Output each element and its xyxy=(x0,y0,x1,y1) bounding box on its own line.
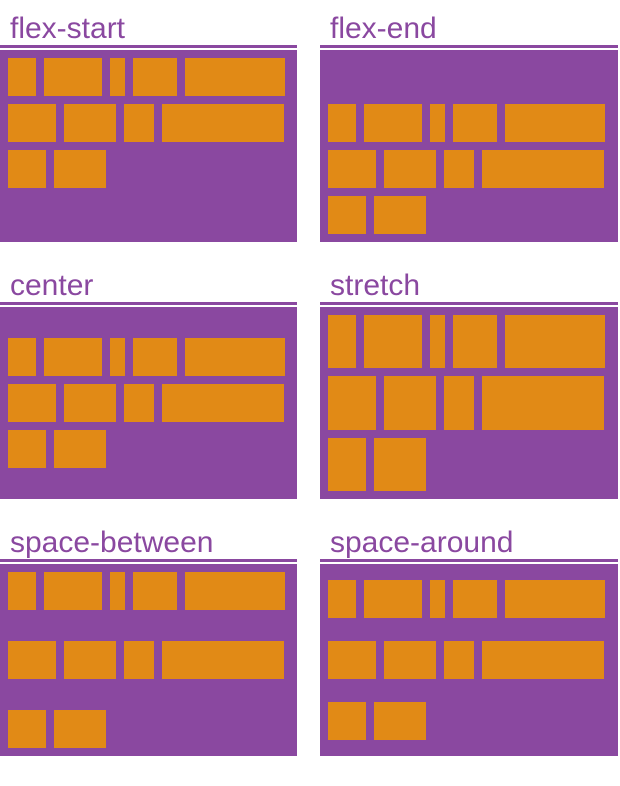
flex-container-flex-start xyxy=(0,50,297,242)
flex-item xyxy=(44,58,102,96)
flex-item xyxy=(8,58,36,96)
flex-item xyxy=(64,384,116,422)
flex-item xyxy=(328,196,366,234)
flex-item xyxy=(444,640,474,679)
flex-item xyxy=(162,104,284,142)
flex-item xyxy=(133,338,177,376)
flex-container-flex-end xyxy=(320,50,618,242)
panel-flex-end: flex-end xyxy=(320,13,618,242)
panel-label-flex-end: flex-end xyxy=(320,13,618,48)
flex-container-space-between xyxy=(0,564,297,756)
flex-item xyxy=(364,104,422,142)
flex-item xyxy=(505,315,605,369)
flex-item xyxy=(8,338,36,376)
flex-item xyxy=(328,437,366,491)
flex-item xyxy=(328,104,356,142)
flex-item xyxy=(124,104,154,142)
flex-item xyxy=(54,150,106,188)
flex-item xyxy=(374,437,426,491)
flex-item xyxy=(444,150,474,188)
flex-item xyxy=(328,579,356,618)
panel-label-space-around: space-around xyxy=(320,527,618,562)
flex-item xyxy=(44,338,102,376)
flex-item xyxy=(185,572,285,610)
flex-item xyxy=(364,315,422,369)
align-content-figure: flex-start flex-end center stretch space… xyxy=(0,13,618,756)
flex-item xyxy=(482,376,604,430)
flex-item xyxy=(453,579,497,618)
flex-item xyxy=(8,572,36,610)
flex-item xyxy=(482,150,604,188)
panel-label-flex-start: flex-start xyxy=(0,13,297,48)
flex-item xyxy=(453,104,497,142)
flex-item xyxy=(328,315,356,369)
flex-item xyxy=(505,579,605,618)
flex-item xyxy=(8,150,46,188)
flex-item xyxy=(162,384,284,422)
flex-item xyxy=(133,58,177,96)
flex-item xyxy=(328,640,376,679)
flex-item xyxy=(482,640,604,679)
flex-item xyxy=(430,315,445,369)
flex-item xyxy=(124,384,154,422)
flex-item xyxy=(54,430,106,468)
flex-item xyxy=(110,572,125,610)
flex-item xyxy=(384,376,436,430)
flex-item xyxy=(110,58,125,96)
flex-item xyxy=(374,702,426,741)
flex-item xyxy=(430,104,445,142)
panel-label-center: center xyxy=(0,270,297,305)
flex-container-stretch xyxy=(320,307,618,499)
panel-label-stretch: stretch xyxy=(320,270,618,305)
flex-item xyxy=(162,641,284,679)
panel-space-around: space-around xyxy=(320,527,618,756)
flex-item xyxy=(185,58,285,96)
flex-item xyxy=(8,710,46,748)
flex-item xyxy=(8,384,56,422)
panel-flex-start: flex-start xyxy=(0,13,297,242)
flex-item xyxy=(453,315,497,369)
flex-item xyxy=(124,641,154,679)
flex-item xyxy=(505,104,605,142)
panel-stretch: stretch xyxy=(320,270,618,499)
panel-label-space-between: space-between xyxy=(0,527,297,562)
flex-item xyxy=(328,376,376,430)
flex-item xyxy=(328,150,376,188)
panel-space-between: space-between xyxy=(0,527,297,756)
flex-item xyxy=(8,104,56,142)
flex-item xyxy=(374,196,426,234)
flex-item xyxy=(64,641,116,679)
flex-item xyxy=(364,579,422,618)
flex-item xyxy=(384,150,436,188)
flex-item xyxy=(444,376,474,430)
flex-item xyxy=(430,579,445,618)
flex-item xyxy=(133,572,177,610)
flex-item xyxy=(384,640,436,679)
flex-container-center xyxy=(0,307,297,499)
flex-item xyxy=(185,338,285,376)
flex-item xyxy=(8,430,46,468)
flex-container-space-around xyxy=(320,564,618,756)
flex-item xyxy=(328,702,366,741)
flex-item xyxy=(64,104,116,142)
flex-item xyxy=(54,710,106,748)
panel-center: center xyxy=(0,270,297,499)
flex-item xyxy=(8,641,56,679)
flex-item xyxy=(110,338,125,376)
flex-item xyxy=(44,572,102,610)
